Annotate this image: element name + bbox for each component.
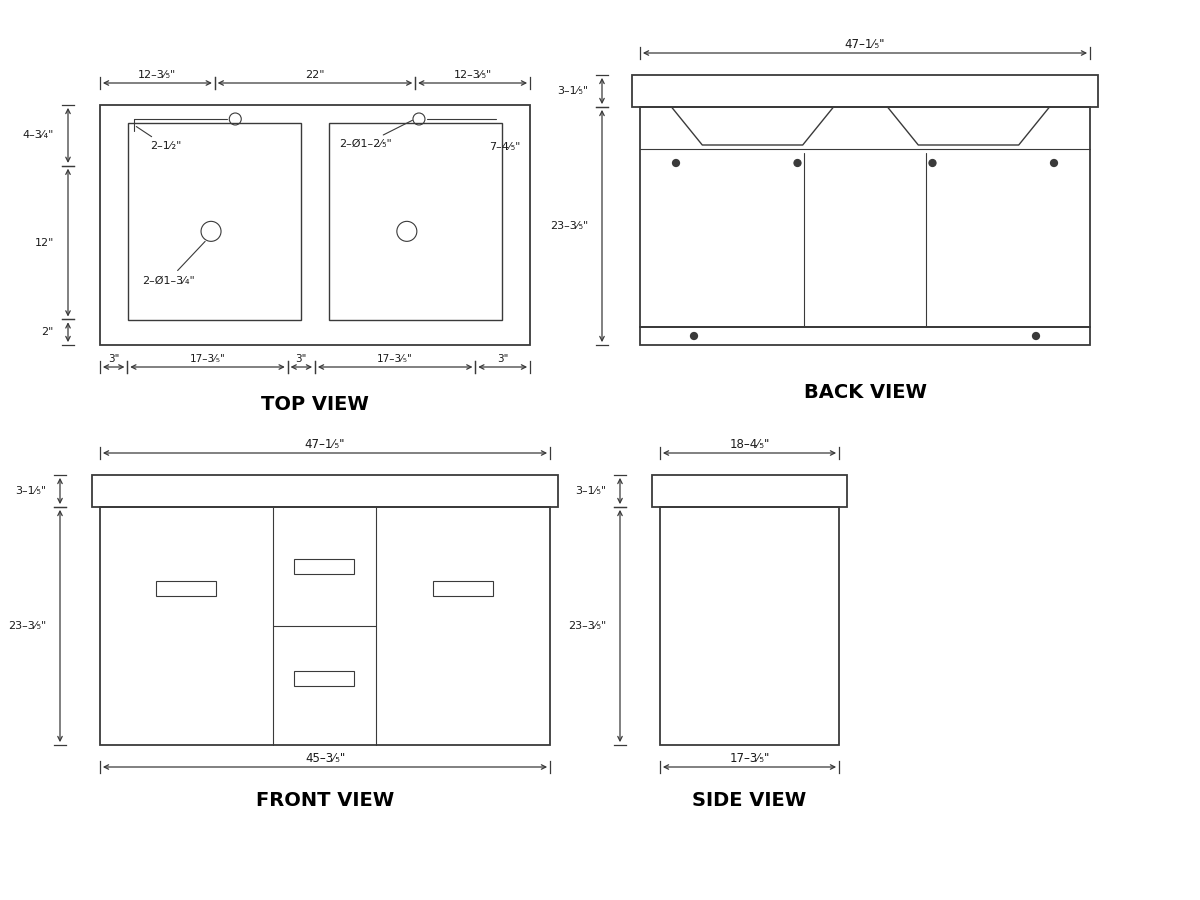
Text: 3": 3": [295, 354, 307, 364]
Text: 17–3⁄₅": 17–3⁄₅": [377, 354, 413, 364]
Text: 23–3⁄₅": 23–3⁄₅": [568, 621, 606, 631]
Text: 3": 3": [108, 354, 119, 364]
Circle shape: [690, 332, 697, 339]
Bar: [632, 75, 1098, 107]
Bar: [156, 581, 216, 596]
Text: 23–3⁄₅": 23–3⁄₅": [550, 221, 588, 231]
Bar: [100, 105, 530, 345]
Text: TOP VIEW: TOP VIEW: [262, 395, 368, 415]
Text: 4–3⁄₄": 4–3⁄₄": [23, 130, 54, 140]
Bar: [660, 507, 839, 745]
Text: 18–4⁄₅": 18–4⁄₅": [730, 438, 769, 452]
Text: 47–1⁄₅": 47–1⁄₅": [845, 39, 886, 51]
Bar: [294, 559, 354, 574]
Bar: [100, 507, 550, 745]
Text: 2": 2": [42, 328, 54, 338]
Circle shape: [929, 159, 936, 166]
Text: FRONT VIEW: FRONT VIEW: [256, 790, 394, 809]
Text: 3–1⁄₅": 3–1⁄₅": [557, 86, 588, 96]
Text: BACK VIEW: BACK VIEW: [804, 383, 926, 402]
Text: 3–1⁄₅": 3–1⁄₅": [575, 486, 606, 496]
Text: 45–3⁄₅": 45–3⁄₅": [305, 752, 346, 766]
Text: 23–3⁄₅": 23–3⁄₅": [7, 621, 46, 631]
Bar: [652, 475, 847, 507]
Circle shape: [672, 159, 679, 166]
Bar: [329, 123, 502, 320]
Text: SIDE VIEW: SIDE VIEW: [692, 790, 806, 809]
Text: 3": 3": [497, 354, 509, 364]
Text: 12–3⁄₅": 12–3⁄₅": [454, 70, 492, 80]
Circle shape: [1050, 159, 1057, 166]
Text: 12–3⁄₅": 12–3⁄₅": [138, 70, 176, 80]
Text: 2–1⁄₂": 2–1⁄₂": [137, 127, 181, 151]
Bar: [433, 581, 493, 596]
Text: 2–Ø1–3⁄₄": 2–Ø1–3⁄₄": [142, 241, 205, 285]
Text: 7–4⁄₅": 7–4⁄₅": [488, 142, 521, 152]
Circle shape: [794, 159, 802, 166]
Bar: [128, 123, 301, 320]
Bar: [640, 107, 1090, 327]
Text: 17–3⁄₅": 17–3⁄₅": [730, 752, 769, 766]
Text: 12": 12": [35, 238, 54, 248]
Bar: [92, 475, 558, 507]
Circle shape: [1032, 332, 1039, 339]
Text: 2–Ø1–2⁄₅": 2–Ø1–2⁄₅": [338, 121, 413, 149]
Text: 47–1⁄₅": 47–1⁄₅": [305, 438, 346, 452]
Text: 3–1⁄₅": 3–1⁄₅": [14, 486, 46, 496]
Bar: [640, 327, 1090, 345]
Bar: [294, 671, 354, 686]
Text: 22": 22": [305, 70, 325, 80]
Text: 17–3⁄₅": 17–3⁄₅": [190, 354, 226, 364]
